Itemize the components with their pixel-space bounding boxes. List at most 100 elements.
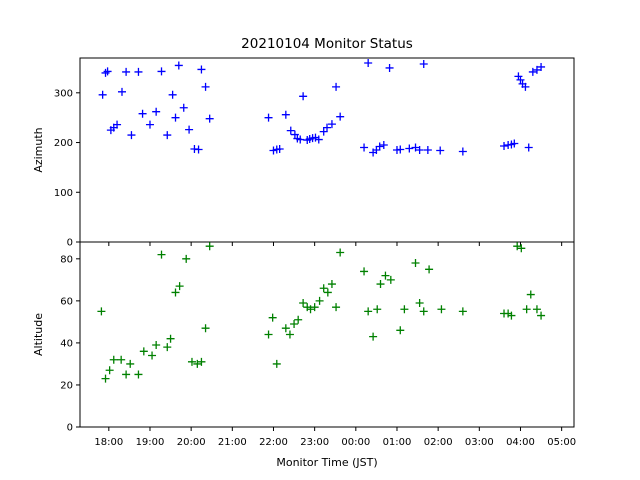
azimuth-data-point [411, 143, 420, 152]
azimuth-data-point [332, 82, 341, 91]
altitude-data-point [310, 303, 319, 312]
altitude-data-point [182, 254, 191, 263]
altitude-data-point [105, 366, 114, 375]
azimuth-data-point [103, 67, 112, 76]
azimuth-data-point [275, 145, 284, 154]
altitude-frame [79, 241, 575, 428]
altitude-data-point [97, 307, 106, 316]
x-tick-label: 04:00 [506, 437, 535, 448]
altitude-data-point [290, 319, 299, 328]
azimuth-data-point [174, 61, 183, 70]
azimuth-data-point [101, 68, 110, 77]
altitude-data-point [332, 303, 341, 312]
altitude-data-point [152, 341, 161, 350]
altitude-data-point [319, 284, 328, 293]
altitude-data-point [400, 305, 409, 314]
azimuth-data-point [415, 146, 424, 154]
azimuth-data-point [127, 131, 136, 140]
azimuth-data-point [197, 65, 206, 74]
x-tick-label: 23:00 [300, 437, 329, 448]
altitude-data-point [281, 324, 290, 333]
altitude-data-point [166, 334, 175, 343]
altitude-data-point [268, 313, 277, 322]
altitude-y-tick-label: 20 [60, 380, 73, 391]
azimuth-data-point [152, 107, 161, 116]
altitude-data-point [537, 311, 546, 320]
x-tick-label: 20:00 [177, 437, 206, 448]
azimuth-data-point [171, 113, 180, 122]
azimuth-panel: 0 100 200 300 Azimuth [32, 57, 575, 249]
x-tick-label: 21:00 [218, 437, 247, 448]
x-tick-label: 19:00 [136, 437, 165, 448]
altitude-data-point [360, 267, 369, 276]
azimuth-data-point [537, 62, 546, 71]
azimuth-data-point [134, 67, 143, 76]
azimuth-data-point [528, 67, 537, 76]
altitude-data-point [126, 359, 135, 368]
altitude-data-point [415, 298, 424, 307]
azimuth-data-point [514, 72, 523, 81]
azimuth-data-point [98, 90, 107, 99]
azimuth-data-point [194, 145, 203, 154]
altitude-data-point [175, 282, 184, 291]
x-tick-label: 22:00 [259, 437, 288, 448]
x-tick-label: 18:00 [94, 437, 123, 448]
altitude-data-point [517, 244, 526, 253]
azimuth-frame [79, 57, 575, 243]
altitude-data-point [526, 290, 535, 299]
x-axis-title: Monitor Time (JST) [276, 456, 377, 469]
altitude-data-point [522, 305, 531, 314]
azimuth-y-tick-label: 0 [67, 238, 73, 249]
altitude-y-axis-title: Altitude [32, 313, 45, 356]
altitude-data-point [294, 315, 303, 324]
x-axis-ticks: 18:00 19:00 20:00 21:00 22:00 23:00 00:00 01:00… [94, 437, 576, 448]
azimuth-data-point [314, 135, 323, 144]
altitude-data-point [315, 296, 324, 305]
chart-title: 20210104 Monitor Status [241, 36, 413, 52]
altitude-data-point [285, 330, 294, 339]
altitude-data-point [532, 305, 541, 314]
altitude-data-point [386, 275, 395, 284]
altitude-y-tick-label: 80 [60, 254, 73, 265]
azimuth-data-point [405, 144, 414, 153]
azimuth-data-point [436, 146, 445, 155]
azimuth-data-point [179, 103, 188, 112]
x-tick-label: 01:00 [383, 437, 412, 448]
azimuth-y-tick-label: 100 [54, 188, 73, 199]
azimuth-y-tick-label: 200 [54, 138, 73, 149]
altitude-data-point [373, 305, 382, 314]
altitude-data-point [381, 271, 390, 280]
x-tick-label: 05:00 [547, 437, 576, 448]
altitude-data-point [201, 324, 210, 333]
altitude-data-point [364, 307, 373, 316]
altitude-data-point [411, 259, 420, 268]
azimuth-data-point [163, 131, 172, 140]
azimuth-data-point [419, 59, 428, 68]
altitude-data-point [327, 280, 336, 289]
azimuth-data-point [281, 110, 290, 119]
azimuth-data-point [532, 65, 541, 74]
azimuth-data-point [157, 67, 166, 76]
altitude-data-point [323, 288, 332, 297]
azimuth-data-point [185, 125, 194, 134]
azimuth-data-point [364, 58, 373, 67]
azimuth-data-point [375, 142, 384, 151]
azimuth-data-point [201, 82, 210, 91]
altitude-panel: 0 20 40 60 80 Altitude [32, 241, 575, 434]
azimuth-y-tick-label: 300 [54, 88, 73, 99]
altitude-data-point [507, 311, 516, 320]
azimuth-y-axis-title: Azimuth [32, 127, 45, 172]
altitude-data-point [425, 265, 434, 274]
azimuth-data-point [327, 120, 336, 129]
altitude-data-point [101, 374, 110, 383]
altitude-data-point [122, 370, 131, 379]
azimuth-data-point [379, 141, 388, 150]
azimuth-data-point [510, 139, 519, 148]
altitude-y-tick-label: 40 [60, 338, 73, 349]
azimuth-data-point [323, 123, 331, 132]
azimuth-data-point [296, 135, 305, 144]
azimuth-data-point [336, 112, 345, 121]
azimuth-data-point [145, 120, 154, 129]
azimuth-data-point [516, 75, 525, 84]
